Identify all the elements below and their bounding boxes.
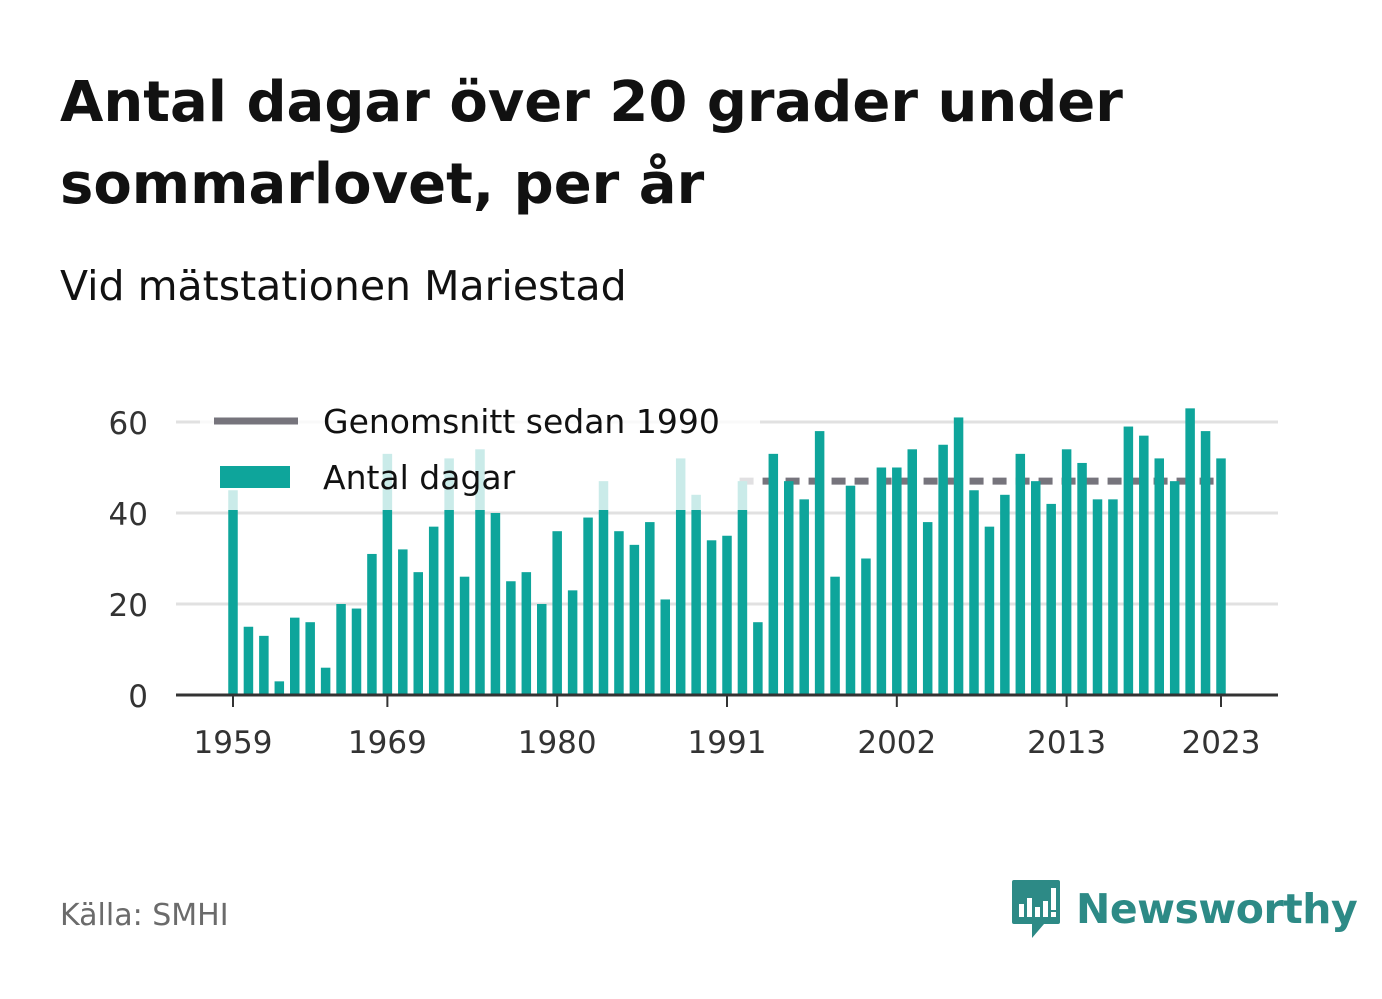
bar-1959: [228, 490, 238, 695]
bar-1969: [382, 453, 393, 695]
bar-1966: [336, 604, 346, 695]
bar-1963: [290, 617, 300, 695]
bar-1979: [537, 604, 547, 695]
bar-2022: [1200, 431, 1211, 695]
y-tick-label-60: 60: [109, 406, 148, 442]
bar-2014: [1077, 462, 1087, 695]
bar-1987: [660, 599, 670, 695]
x-tick-label-1980: 1980: [518, 725, 597, 761]
bar-2010: [1015, 453, 1026, 695]
legend-background: [200, 392, 760, 510]
bar-1992: [737, 481, 748, 695]
bar-2021: [1185, 408, 1195, 695]
x-tick-label-1969: 1969: [348, 725, 427, 761]
bar-2001: [876, 467, 887, 695]
bar-1970: [398, 549, 408, 695]
x-tick-label-2002: 2002: [857, 725, 936, 761]
bar-2012: [1046, 503, 1056, 695]
bar-1985: [629, 544, 640, 695]
bar-1983: [598, 481, 609, 695]
bar-1989: [691, 494, 701, 695]
bar-1976: [490, 513, 501, 695]
bar-2002: [892, 467, 902, 695]
bar-1984: [614, 531, 624, 695]
x-tick-label-2013: 2013: [1027, 725, 1106, 761]
bar-2017: [1123, 426, 1134, 695]
legend-label-bars: Antal dagar: [323, 458, 516, 497]
bar-1965: [320, 667, 331, 695]
bar-1994: [768, 453, 779, 695]
bar-2004: [922, 522, 933, 695]
newsworthy-brand[interactable]: Newsworthy: [1010, 878, 1358, 940]
bar-2009: [1000, 494, 1010, 695]
x-tick-label-2023: 2023: [1182, 725, 1261, 761]
bar-1978: [521, 572, 532, 695]
bar-1974: [459, 576, 470, 695]
bars: [228, 408, 1226, 695]
bar-1999: [845, 485, 856, 695]
bar-2018: [1139, 435, 1149, 695]
brand-name: Newsworthy: [1076, 885, 1358, 933]
bar-1964: [305, 622, 315, 695]
x-tick-label-1991: 1991: [688, 725, 767, 761]
bar-1982: [583, 517, 593, 695]
bar-1991: [722, 535, 732, 695]
legend: Genomsnitt sedan 1990 Antal dagar: [200, 392, 760, 510]
bar-1977: [506, 581, 516, 695]
newsworthy-logo-icon: [1012, 880, 1060, 938]
bar-1993: [753, 622, 763, 695]
legend-swatch-bars: [220, 466, 290, 488]
bar-1962: [274, 681, 285, 695]
x-tick-label-1959: 1959: [194, 725, 273, 761]
bar-2000: [861, 558, 871, 695]
chart-subtitle: Vid mätstationen Mariestad: [60, 262, 627, 310]
bar-2006: [953, 417, 964, 695]
bar-2016: [1108, 499, 1118, 695]
bar-1986: [645, 522, 655, 695]
bar-1988: [675, 458, 686, 695]
source-note: Källa: SMHI: [60, 898, 229, 933]
y-tick-label-40: 40: [109, 497, 148, 533]
bar-2003: [907, 449, 917, 695]
bar-2011: [1031, 481, 1041, 695]
bar-1972: [428, 526, 439, 695]
bar-1997: [814, 431, 825, 695]
bar-2023: [1216, 458, 1226, 695]
bar-2015: [1092, 499, 1103, 695]
bar-1980: [552, 531, 562, 695]
bar-2013: [1061, 449, 1072, 695]
legend-label-average: Genomsnitt sedan 1990: [323, 402, 720, 441]
bar-1995: [784, 481, 794, 695]
bar-1981: [567, 590, 578, 695]
bar-1968: [367, 553, 377, 695]
bar-2019: [1154, 458, 1164, 695]
bar-2008: [984, 526, 995, 695]
bar-1961: [259, 635, 269, 695]
axes: 0 20 40 60 1959 1969 1980 1991 2002 2013 2023: [109, 406, 1278, 761]
chart-title: Antal dagar över 20 grader under sommarl…: [60, 70, 1123, 217]
bar-1960: [243, 626, 254, 695]
bar-1967: [351, 608, 362, 695]
bar-2007: [969, 490, 979, 695]
y-tick-label-0: 0: [128, 679, 148, 715]
bar-2020: [1169, 481, 1180, 695]
bar-2005: [938, 444, 948, 695]
bar-1971: [413, 572, 423, 695]
bar-1975: [475, 449, 485, 695]
y-tick-label-20: 20: [109, 588, 148, 624]
bar-1996: [799, 499, 809, 695]
bar-1990: [706, 540, 717, 695]
bar-1973: [444, 458, 454, 695]
bar-1998: [830, 576, 840, 695]
